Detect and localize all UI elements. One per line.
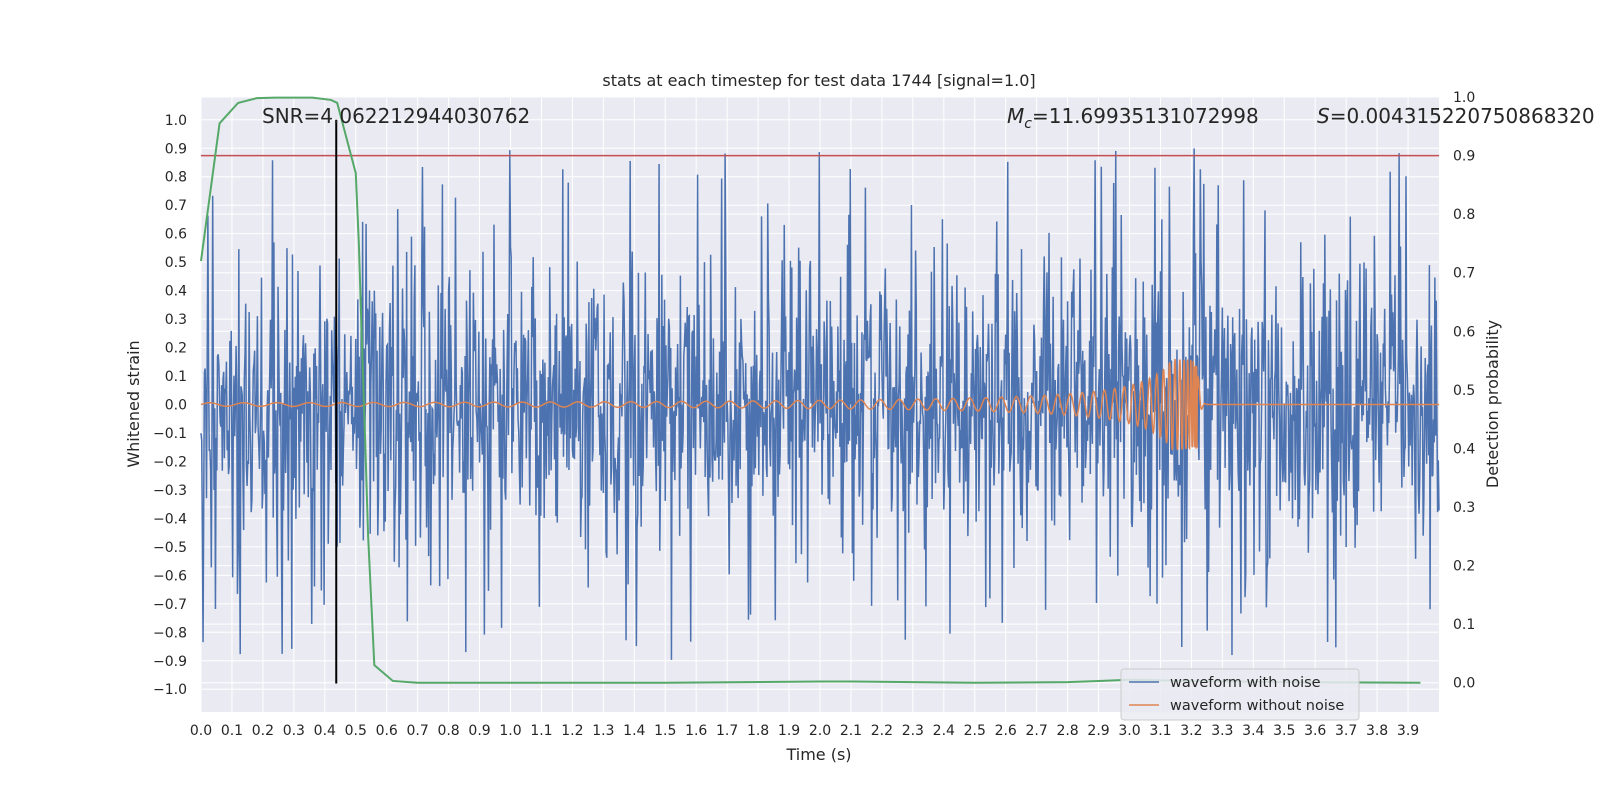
x-tick-label: 0.9 [468,723,490,739]
x-tick-label: 0.0 [190,723,212,739]
noise-series-line [200,148,1440,660]
x-tick-label: 1.5 [654,723,676,739]
x-tick-label: 1.8 [747,723,769,739]
y2-tick-label: 0.3 [1453,500,1475,516]
legend-label-chirp: waveform without noise [1170,698,1344,714]
y-tick-label: −0.2 [153,454,187,470]
y-tick-label: 0.0 [165,398,187,414]
probability-series-line [200,96,1421,684]
x-tick-label: 2.8 [1056,723,1078,739]
chart-title: stats at each timestep for test data 174… [602,71,1035,90]
chirp-mass-annotation: Mc=11.69935131072998 [1007,104,1259,132]
y-tick-label: −1.0 [153,682,187,698]
y2-tick-label: 0.9 [1453,149,1475,165]
x-tick-label: 3.4 [1242,723,1264,739]
y-tick-label: 0.4 [165,284,187,300]
x-tick-label: 1.2 [561,723,583,739]
s-symbol: S [1317,104,1330,128]
y-tick-label: −0.6 [153,568,187,584]
y-tick-label: −0.4 [153,511,187,527]
y2-tick-label: 0.0 [1453,676,1475,692]
x-tick-label: 3.5 [1273,723,1295,739]
x-tick-label: 2.0 [809,723,831,739]
x-tick-label: 0.4 [314,723,336,739]
y-tick-label: −0.3 [153,483,187,499]
y-tick-label: −0.9 [153,654,187,670]
x-tick-label: 2.4 [933,723,955,739]
noise-series-layer [200,148,1440,660]
y-tick-label: 0.5 [165,255,187,271]
legend-box [1120,668,1360,721]
x-tick-label: 2.5 [964,723,986,739]
legend-label-noise: waveform with noise [1170,675,1321,691]
y-tick-label: 0.7 [165,198,187,214]
x-tick-label: 1.0 [499,723,521,739]
chirp-series-layer [200,358,1439,451]
x-tick-label: 0.5 [345,723,367,739]
x-tick-label: 1.3 [592,723,614,739]
chirp-mass-symbol: M [1007,104,1024,128]
y2-axis-title: Detection probability [1483,320,1502,488]
chirp-mass-subscript: c [1024,116,1032,132]
y-tick-label: 0.3 [165,312,187,328]
x-tick-label: 2.7 [1026,723,1048,739]
x-tick-label: 2.6 [995,723,1017,739]
y-tick-label: −0.1 [153,426,187,442]
s-value: =0.004315220750868320 [1330,104,1595,128]
legend: waveform with noise waveform without noi… [1120,668,1360,721]
x-tick-label: 2.2 [871,723,893,739]
x-tick-label: 0.6 [376,723,398,739]
y-tick-label: 0.9 [165,141,187,157]
x-tick-label: 3.1 [1149,723,1171,739]
x-tick-label: 3.7 [1335,723,1357,739]
y-tick-label: 0.6 [165,227,187,243]
snr-annotation: SNR=4.062212944030762 [262,104,530,128]
chirp-series-line [200,358,1439,451]
y2-tick-label: 0.8 [1453,207,1475,223]
chirp-mass-value: =11.69935131072998 [1032,104,1259,128]
x-tick-label: 3.9 [1397,723,1419,739]
x-tick-label: 0.2 [252,723,274,739]
s-annotation: S=0.004315220750868320 [1317,104,1595,128]
x-tick-label: 1.4 [623,723,645,739]
x-tick-label: 1.1 [530,723,552,739]
tick-labels: 0.0 0.1 0.2 0.3 0.4 0.5 0.6 0.7 0.8 0.9 1.0 1.1 1.2 1… [153,90,1475,739]
x-tick-label: 3.8 [1366,723,1388,739]
y-tick-label: 1.0 [165,113,187,129]
x-tick-label: 0.3 [283,723,305,739]
y-tick-label: −0.5 [153,540,187,556]
x-tick-label: 0.7 [407,723,429,739]
x-tick-label: 3.6 [1304,723,1326,739]
x-axis-title: Time (s) [785,745,851,764]
y-axis-title: Whitened strain [124,340,143,467]
x-tick-label: 0.8 [437,723,459,739]
probability-series-layer [200,96,1421,684]
y-tick-label: 0.8 [165,170,187,186]
y2-tick-label: 0.1 [1453,617,1475,633]
x-tick-label: 2.1 [840,723,862,739]
y2-tick-label: 0.7 [1453,266,1475,282]
y-tick-label: −0.8 [153,625,187,641]
y-tick-label: 0.1 [165,369,187,385]
x-tick-label: 2.3 [902,723,924,739]
x-tick-label: 3.2 [1180,723,1202,739]
y2-tick-label: 1.0 [1453,90,1475,106]
x-tick-label: 1.7 [716,723,738,739]
y2-tick-label: 0.6 [1453,324,1475,340]
x-tick-label: 3.3 [1211,723,1233,739]
y-tick-label: −0.7 [153,597,187,613]
y-tick-label: 0.2 [165,341,187,357]
x-tick-label: 1.6 [685,723,707,739]
x-tick-label: 3.0 [1118,723,1140,739]
x-tick-label: 2.9 [1087,723,1109,739]
x-tick-label: 0.1 [221,723,243,739]
y2-tick-label: 0.2 [1453,559,1475,575]
x-tick-label: 1.9 [778,723,800,739]
y2-tick-label: 0.4 [1453,441,1475,457]
y2-tick-label: 0.5 [1453,383,1475,399]
